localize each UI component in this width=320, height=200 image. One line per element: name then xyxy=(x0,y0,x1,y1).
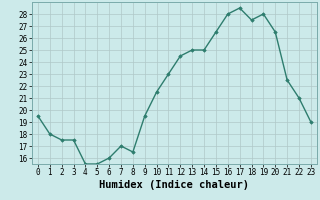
X-axis label: Humidex (Indice chaleur): Humidex (Indice chaleur) xyxy=(100,180,249,190)
